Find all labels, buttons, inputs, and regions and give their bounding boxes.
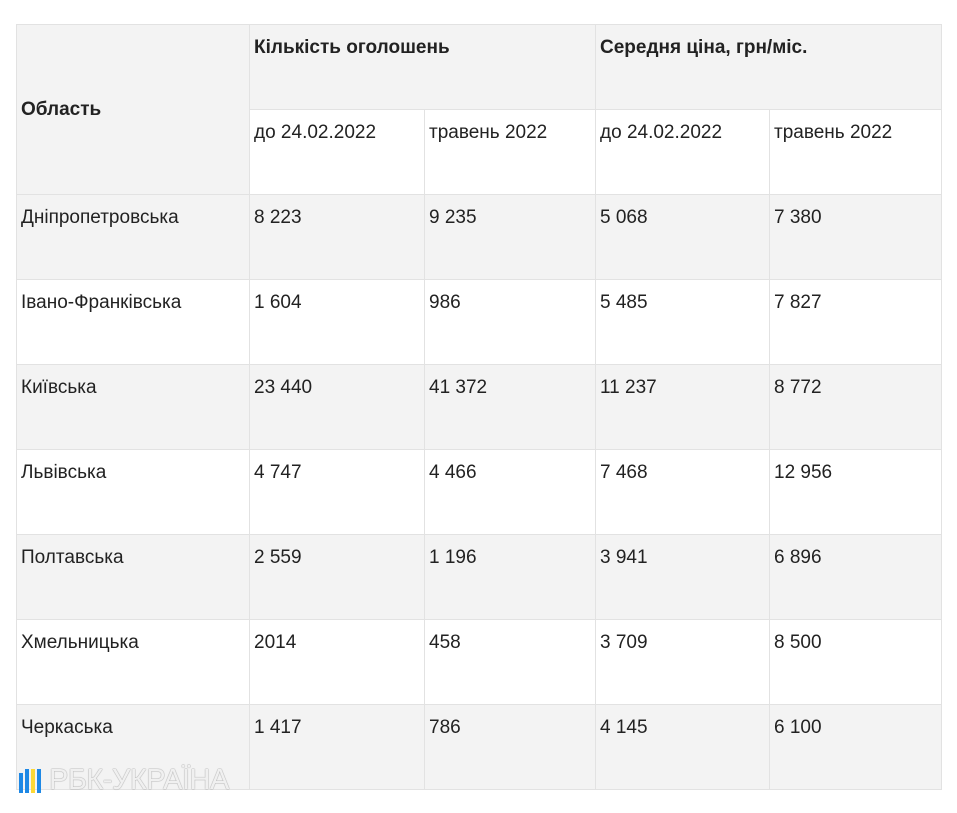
region-cell: Хмельницька xyxy=(16,619,250,705)
value-cell: 1 417 xyxy=(249,704,425,790)
data-row: Черкаська 1 417 786 4 145 6 100 xyxy=(16,704,943,790)
value-cell: 1 604 xyxy=(249,279,425,365)
subheader-row: до 24.02.2022 травень 2022 до 24.02.2022… xyxy=(17,109,943,195)
watermark: РБК-УКРАЇНА xyxy=(19,764,229,797)
subheader-cell: травень 2022 xyxy=(423,109,597,195)
region-cell: Дніпропетровська xyxy=(16,194,250,280)
value-cell: 4 466 xyxy=(423,449,597,535)
subheader-cell: травень 2022 xyxy=(769,109,943,195)
data-table: Область Кількість оголошень Середня ціна… xyxy=(16,24,943,790)
value-cell: 1 196 xyxy=(423,534,597,620)
data-row: Полтавська 2 559 1 196 3 941 6 896 xyxy=(16,534,943,620)
region-cell: Черкаська xyxy=(16,704,250,790)
value-cell: 3 941 xyxy=(595,534,771,620)
value-cell: 23 440 xyxy=(249,364,425,450)
value-cell: 41 372 xyxy=(423,364,597,450)
value-cell: 7 468 xyxy=(595,449,771,535)
data-row: Дніпропетровська 8 223 9 235 5 068 7 380 xyxy=(16,194,943,280)
region-cell: Івано-Франківська xyxy=(16,279,250,365)
logo xyxy=(19,768,41,793)
value-cell: 786 xyxy=(423,704,597,790)
value-cell: 3 709 xyxy=(595,619,771,705)
value-cell: 4 747 xyxy=(249,449,425,535)
value-cell: 11 237 xyxy=(595,364,771,450)
header-cell: Середня ціна, грн/міс. xyxy=(595,24,943,110)
value-cell: 5 485 xyxy=(595,279,771,365)
table-body: Область Кількість оголошень Середня ціна… xyxy=(16,24,943,790)
value-cell: 7 380 xyxy=(769,194,943,280)
value-cell: 6 896 xyxy=(769,534,943,620)
value-cell: 2 559 xyxy=(249,534,425,620)
value-cell: 8 500 xyxy=(769,619,943,705)
value-cell: 2014 xyxy=(249,619,425,705)
value-cell: 5 068 xyxy=(595,194,771,280)
region-cell: Київська xyxy=(16,364,250,450)
value-cell: 4 145 xyxy=(595,704,771,790)
value-cell: 8 772 xyxy=(769,364,943,450)
value-cell: 12 956 xyxy=(769,449,943,535)
value-cell: 986 xyxy=(423,279,597,365)
header-cell: Область xyxy=(16,24,250,195)
header-row: Область Кількість оголошень Середня ціна… xyxy=(16,24,943,195)
data-row: Львівська 4 747 4 466 7 468 12 956 xyxy=(16,449,943,535)
subheader-cell: до 24.02.2022 xyxy=(249,109,425,195)
value-cell: 9 235 xyxy=(423,194,597,280)
data-row: Київська 23 440 41 372 11 237 8 772 xyxy=(16,364,943,450)
region-cell: Львівська xyxy=(16,449,250,535)
header-cell: Кількість оголошень xyxy=(248,24,597,110)
data-row: Івано-Франківська 1 604 986 5 485 7 827 xyxy=(16,279,943,365)
value-cell: 7 827 xyxy=(769,279,943,365)
value-cell: 6 100 xyxy=(769,704,943,790)
subheader-cell: до 24.02.2022 xyxy=(595,109,771,195)
watermark-text: РБК-УКРАЇНА xyxy=(49,764,229,796)
data-row: Хмельницька 2014 458 3 709 8 500 xyxy=(16,619,943,705)
value-cell: 458 xyxy=(423,619,597,705)
value-cell: 8 223 xyxy=(249,194,425,280)
region-cell: Полтавська xyxy=(16,534,250,620)
